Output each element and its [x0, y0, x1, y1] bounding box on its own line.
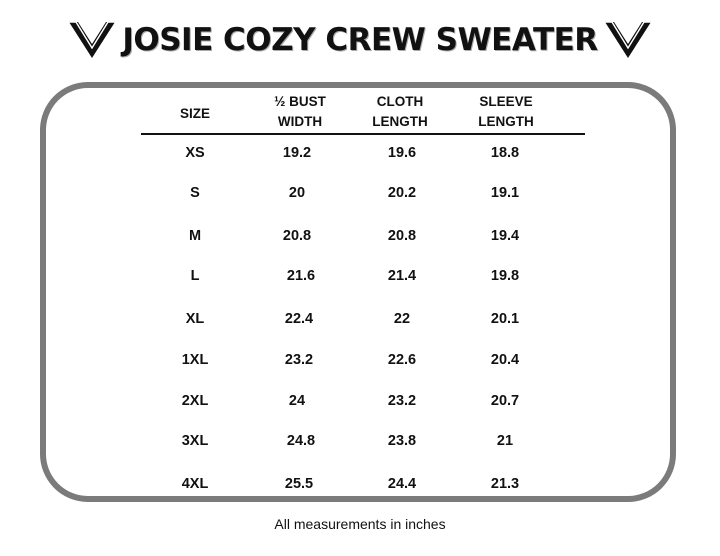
- cell-bust-width: 24: [288, 393, 306, 409]
- cell-sleeve-length: 20.4: [490, 352, 520, 368]
- cell-bust-width: 20.8: [282, 228, 312, 244]
- cell-cloth-length: 19.6: [387, 145, 417, 161]
- cell-size: L: [190, 268, 200, 284]
- cell-size: S: [190, 185, 200, 201]
- cell-sleeve-length: 19.4: [490, 228, 520, 244]
- cell-cloth-length: 20.2: [387, 185, 417, 201]
- cell-bust-width: 21.6: [286, 268, 316, 284]
- cell-size: XS: [185, 145, 205, 161]
- cell-sleeve-length: 21: [496, 433, 514, 449]
- footer-note: All measurements in inches: [274, 516, 446, 532]
- column-header-size: SIZE: [179, 106, 210, 121]
- cell-size: 1XL: [181, 352, 209, 368]
- page-title: JOSIE COZY CREW SWEATER: [122, 22, 598, 58]
- cell-bust-width: 25.5: [284, 476, 314, 492]
- cell-cloth-length: 22.6: [387, 352, 417, 368]
- cell-size: 2XL: [181, 393, 209, 409]
- cell-cloth-length: 23.8: [387, 433, 417, 449]
- header: JOSIE COZY CREW SWEATER: [0, 12, 720, 68]
- chevron-v-logo-icon: [604, 21, 651, 58]
- cell-sleeve-length: 19.1: [490, 185, 520, 201]
- cell-sleeve-length: 18.8: [490, 145, 520, 161]
- cell-cloth-length: 21.4: [387, 268, 417, 284]
- column-header-cloth-length: CLOTH LENGTH: [372, 94, 428, 129]
- cell-size: 3XL: [181, 433, 209, 449]
- cell-sleeve-length: 21.3: [490, 476, 520, 492]
- header-divider: [141, 133, 585, 135]
- cell-size: XL: [185, 311, 205, 327]
- cell-bust-width: 23.2: [284, 352, 314, 368]
- cell-bust-width: 20: [288, 185, 306, 201]
- cell-bust-width: 22.4: [284, 311, 314, 327]
- column-header-sleeve-length: SLEEVE LENGTH: [478, 94, 534, 129]
- cell-sleeve-length: 20.1: [490, 311, 520, 327]
- cell-cloth-length: 23.2: [387, 393, 417, 409]
- cell-bust-width: 24.8: [286, 433, 316, 449]
- cell-cloth-length: 24.4: [387, 476, 417, 492]
- cell-sleeve-length: 19.8: [490, 268, 520, 284]
- chevron-v-logo-icon: [69, 21, 116, 58]
- cell-bust-width: 19.2: [282, 145, 312, 161]
- cell-size: M: [188, 228, 202, 244]
- cell-size: 4XL: [181, 476, 209, 492]
- cell-sleeve-length: 20.7: [490, 393, 520, 409]
- cell-cloth-length: 20.8: [387, 228, 417, 244]
- size-chart-card: [40, 82, 676, 502]
- cell-cloth-length: 22: [393, 311, 411, 327]
- column-header-bust-width: ½ BUST WIDTH: [274, 94, 326, 129]
